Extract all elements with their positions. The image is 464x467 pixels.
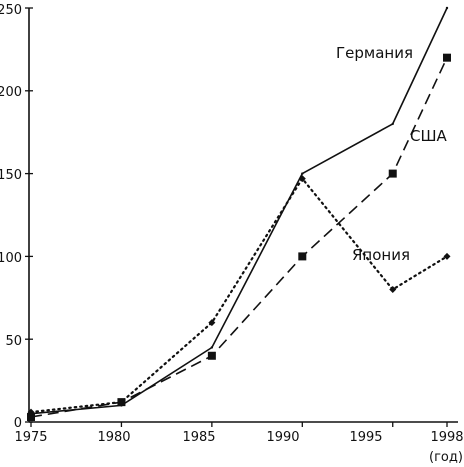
x-axis: 1975 1980 1985 1990 1995 1998 (год) [14,421,464,465]
data-point-diamond [27,408,35,416]
data-point-square [27,413,35,422]
series-layer [27,6,451,422]
data-point-square [388,169,397,178]
y-tick-label: 0 [14,416,22,431]
x-tick-label: 1975 [14,430,47,445]
data-point-diamond [117,398,125,406]
y-tick-label: 150 [0,168,22,183]
series-label-germany: Германия [336,44,413,62]
data-point [391,122,394,126]
data-point [445,6,449,10]
x-tick-label: 1985 [182,430,215,445]
y-tick-label: 50 [5,334,22,349]
y-axis: 0 50 100 150 200 250 [0,3,33,431]
data-point-square [207,351,216,360]
series-line [29,176,449,414]
x-unit-label: (год) [429,450,463,465]
data-point-diamond [298,175,306,183]
y-tick-label: 100 [0,251,22,266]
series-line [30,7,448,415]
data-point [210,346,214,349]
data-point-diamond [389,286,397,294]
x-tick-label: 1990 [266,430,299,445]
data-point-square [443,53,451,62]
data-point-square [298,252,307,261]
x-tick-label: 1980 [97,430,130,445]
y-tick-label: 250 [0,3,22,18]
series-3 [27,175,451,416]
series-label-japan: Япония [352,246,410,264]
x-tick-label: 1995 [349,430,382,445]
x-tick-label: 1998 [430,430,463,445]
series-label-usa: США [410,127,448,145]
y-tick-label: 200 [0,85,22,100]
data-point [301,172,304,175]
series-1 [29,6,449,415]
series-2 [27,53,451,422]
data-point-diamond [443,252,451,260]
series-line [30,57,448,418]
data-point-diamond [208,319,216,327]
